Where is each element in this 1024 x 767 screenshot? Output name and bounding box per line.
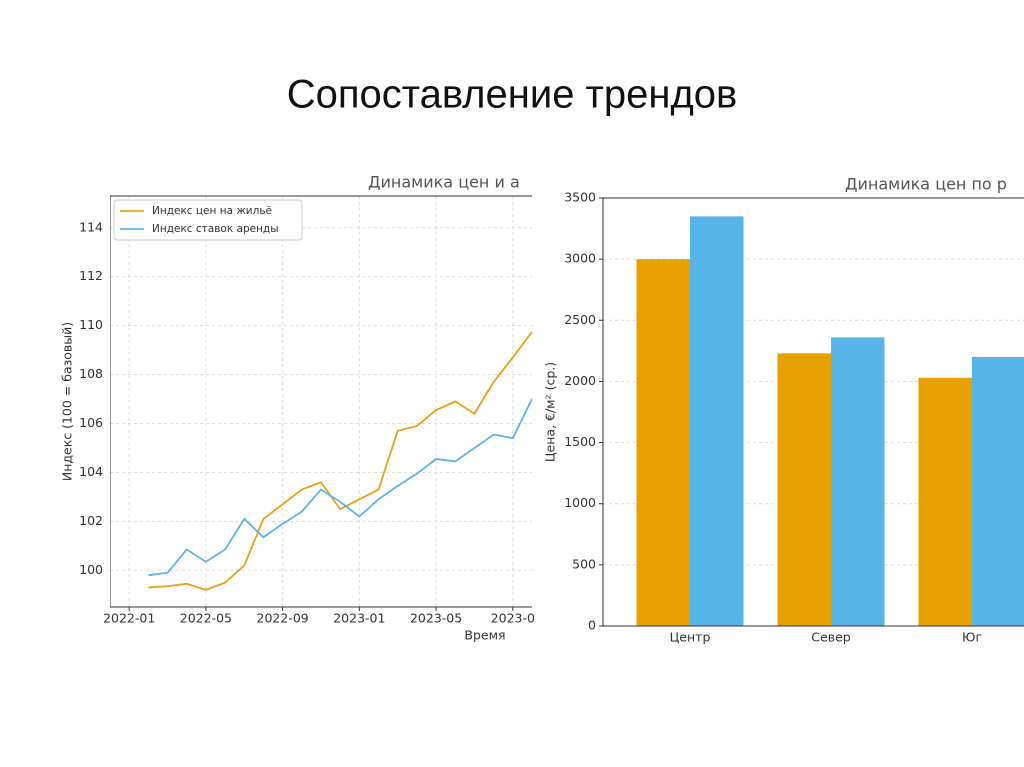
- y-tick-label: 2500: [564, 312, 596, 327]
- x-tick-label: 2022-01: [103, 611, 155, 626]
- bar: [690, 216, 744, 627]
- x-tick-label: Центр: [670, 630, 711, 645]
- x-axis-label: Время: [464, 628, 505, 643]
- bar: [972, 356, 1024, 626]
- y-tick-label: 106: [79, 415, 103, 430]
- line-chart: Индекс цен на жильё Индекс ставок аренды Д…: [110, 173, 532, 611]
- y-axis-label: Цена, €/м² (ср.): [543, 362, 558, 462]
- x-tick-label: 2023-0: [491, 611, 535, 626]
- y-tick-label: 1500: [564, 434, 596, 449]
- y-tick-label: 108: [79, 366, 103, 381]
- y-tick-label: 500: [572, 556, 596, 571]
- y-tick-label: 1000: [564, 495, 596, 510]
- y-tick-label: 114: [79, 219, 103, 234]
- series-line: [148, 331, 532, 591]
- legend-label: Индекс цен на жильё: [152, 205, 272, 217]
- y-tick-label: 102: [79, 513, 103, 528]
- slide-title: Сопоставление трендов: [287, 73, 738, 117]
- y-tick-label: 2000: [564, 373, 596, 388]
- y-tick-label: 0: [588, 618, 596, 633]
- y-tick-label: 3500: [564, 190, 596, 205]
- x-tick-label: 2023-01: [333, 611, 385, 626]
- legend-box: [113, 199, 303, 241]
- x-tick-label: 2023-05: [410, 611, 462, 626]
- chart-title: Динамика цен по р: [845, 175, 1007, 194]
- x-tick-label: Юг: [962, 630, 982, 645]
- bar: [777, 353, 831, 626]
- bar: [918, 377, 972, 626]
- bar: [636, 259, 690, 626]
- y-tick-label: 104: [79, 464, 103, 479]
- x-tick-label: 2022-05: [180, 611, 232, 626]
- series-line: [148, 398, 532, 577]
- legend-label: Индекс ставок аренды: [152, 223, 278, 235]
- bar: [831, 337, 885, 626]
- bar-chart: Центр Север Юг Динамика цен по р: [599, 175, 1024, 645]
- y-axis-label: Индекс (100 = базовый): [60, 322, 75, 481]
- y-tick-label: 112: [79, 268, 103, 283]
- chart-title: Динамика цен и а: [368, 173, 520, 192]
- y-tick-label: 100: [79, 562, 103, 577]
- x-tick-label: 2022-09: [257, 611, 309, 626]
- y-tick-label: 110: [79, 317, 103, 332]
- axis-labels: 100 102 104 106 108 110 112 114 2022-01 2022-05 20…: [60, 190, 597, 643]
- y-tick-label: 3000: [564, 251, 596, 266]
- x-tick-label: Север: [811, 630, 850, 645]
